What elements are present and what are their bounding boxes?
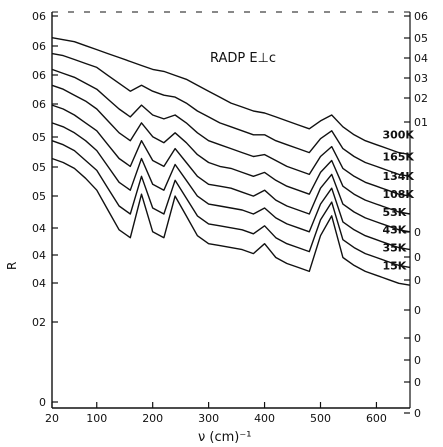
- y-axis-label: R: [5, 262, 19, 270]
- y-tick-label-left: 02: [32, 316, 46, 329]
- y-tick-label-right: 0: [414, 251, 421, 264]
- y-tick-label-left: 06: [32, 10, 46, 23]
- y-tick-label-right: 0: [414, 226, 421, 239]
- y-tick-label-right: 0: [414, 274, 421, 287]
- y-tick-label-right: 02: [414, 92, 428, 105]
- y-tick-label-right: 05: [414, 32, 428, 45]
- y-tick-label-right: 0: [414, 304, 421, 317]
- x-tick-label: 600: [366, 412, 387, 425]
- series-labels-group: 300K 165K 134K 108K 53K 43K 35K 15K: [382, 129, 414, 273]
- x-tick-label: 400: [254, 412, 275, 425]
- series-label-35k: 35K: [382, 242, 406, 255]
- x-tick-label: 200: [142, 412, 163, 425]
- x-tick-label: 20: [45, 412, 59, 425]
- y-tick-label-left: 06: [32, 69, 46, 82]
- x-axis-label: ν (cm)⁻¹: [198, 430, 251, 445]
- series-line-165k: [51, 52, 411, 177]
- series-line-108k: [51, 84, 411, 215]
- y-tick-label-left: 04: [32, 277, 46, 290]
- x-tick-label: 500: [310, 412, 331, 425]
- series-label-300k: 300K: [382, 129, 414, 142]
- y-tick-label-left: 0: [39, 396, 46, 409]
- chart-title: RADP E⊥c: [210, 51, 276, 66]
- series-label-108k: 108K: [382, 188, 414, 201]
- y-tick-label-left: 06: [32, 98, 46, 111]
- axes-group: 20 100 200 300 400 500 600 0 02 04 04 04 05 05 05 06 06 0…: [32, 10, 428, 425]
- series-label-43k: 43K: [382, 224, 406, 237]
- series-line-53k: [51, 104, 411, 233]
- y-tick-label-right: 04: [414, 52, 428, 65]
- series-label-15k: 15K: [382, 259, 406, 272]
- series-group: [51, 37, 411, 286]
- y-tick-label-left: 04: [32, 249, 46, 262]
- x-tick-label: 100: [86, 412, 107, 425]
- series-label-134k: 134K: [382, 170, 414, 183]
- y-tick-label-left: 04: [32, 222, 46, 235]
- series-line-15k: [51, 157, 411, 286]
- y-tick-label-right: 01: [414, 116, 428, 129]
- series-label-165k: 165K: [382, 150, 414, 163]
- y-tick-label-left: 06: [32, 40, 46, 53]
- y-tick-label-right: 0: [414, 332, 421, 345]
- series-line-35k: [51, 140, 411, 269]
- x-tick-label: 300: [198, 412, 219, 425]
- series-line-43k: [51, 122, 411, 251]
- y-tick-label-right: 0: [414, 354, 421, 367]
- y-tick-label-left: 05: [32, 190, 46, 203]
- series-line-300k: [51, 37, 411, 156]
- y-tick-label-right: 03: [414, 72, 428, 85]
- y-tick-label-right: 0: [414, 407, 421, 420]
- y-tick-label-right: 06: [414, 10, 428, 23]
- y-tick-label-right: 0: [414, 376, 421, 389]
- series-line-134k: [51, 68, 411, 197]
- series-label-53k: 53K: [382, 206, 406, 219]
- y-tick-label-left: 05: [32, 161, 46, 174]
- y-tick-label-left: 05: [32, 131, 46, 144]
